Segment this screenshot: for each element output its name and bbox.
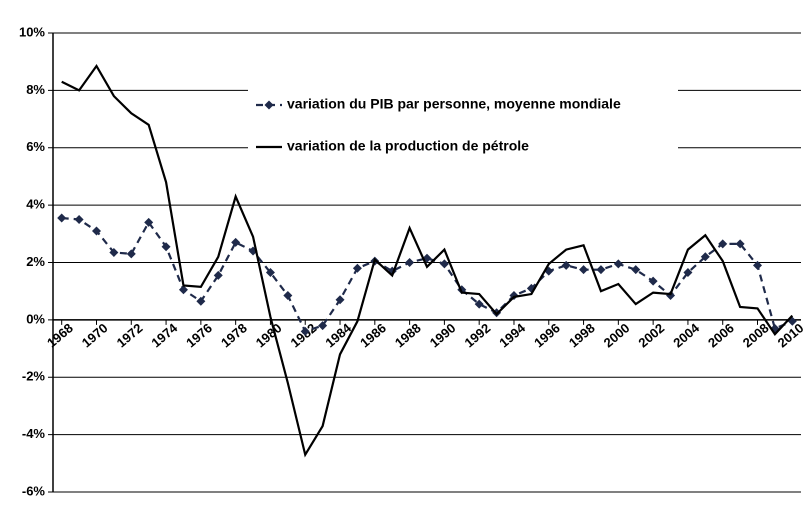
y-tick-label: 4%	[26, 197, 45, 212]
data-point	[335, 295, 345, 305]
data-point	[596, 265, 606, 275]
series-line	[61, 216, 793, 333]
y-tick-label: -4%	[22, 426, 46, 441]
x-tick-label: 1996	[531, 320, 563, 350]
y-tick-label: 0%	[26, 311, 45, 326]
x-tick-label: 1968	[44, 320, 76, 350]
x-tick-label: 1974	[148, 320, 180, 351]
x-tick-label: 1972	[114, 320, 146, 350]
data-point	[283, 290, 293, 300]
y-tick-label: 10%	[19, 24, 45, 39]
x-tick-label: 1978	[218, 320, 250, 350]
x-tick-label: 2008	[740, 320, 772, 350]
data-point	[405, 258, 415, 267]
data-point	[213, 270, 223, 280]
y-tick-label: 2%	[26, 254, 45, 269]
data-point	[735, 239, 745, 249]
data-point	[57, 213, 67, 223]
y-tick-label: -6%	[22, 483, 46, 498]
data-point	[74, 214, 84, 224]
data-point	[126, 249, 136, 259]
data-point	[561, 260, 571, 270]
data-point	[91, 226, 101, 236]
x-tick-label: 2004	[670, 320, 702, 351]
data-point	[109, 247, 119, 257]
data-point	[753, 260, 763, 270]
y-tick-label: 8%	[26, 82, 45, 97]
data-point	[700, 252, 710, 262]
data-point	[144, 217, 154, 227]
y-tick-label: -2%	[22, 369, 46, 384]
data-point	[300, 326, 310, 336]
x-tick-label: 2002	[635, 320, 667, 350]
x-tick-label: 1994	[496, 320, 528, 351]
x-tick-label: 1986	[357, 320, 389, 350]
y-tick-label: 6%	[26, 139, 45, 154]
series-line	[61, 63, 794, 458]
legend-label: variation du PIB par personne, moyenne m…	[287, 96, 621, 112]
data-point	[648, 276, 658, 286]
data-point	[683, 268, 693, 278]
x-tick-label: 2000	[601, 320, 633, 350]
x-tick-label: 1988	[392, 320, 424, 350]
legend: variation du PIB par personne, moyenne m…	[248, 88, 678, 164]
legend-marker	[264, 100, 274, 110]
data-point	[474, 299, 484, 309]
x-tick-label: 1998	[566, 320, 598, 350]
data-point	[196, 296, 206, 306]
data-point	[613, 259, 623, 269]
x-tick-label: 1982	[288, 320, 320, 350]
legend-label: variation de la production de pétrole	[287, 138, 529, 154]
x-tick-label: 1990	[427, 320, 459, 350]
data-point	[265, 268, 275, 278]
data-point	[631, 265, 641, 275]
x-tick-label: 2006	[705, 320, 737, 350]
x-tick-label: 1976	[183, 320, 215, 350]
data-point	[439, 259, 449, 269]
data-point	[579, 265, 589, 275]
data-point	[231, 237, 241, 247]
x-tick-label: 2010	[775, 320, 807, 350]
data-point	[161, 242, 171, 252]
legend-background	[248, 88, 678, 164]
data-point	[718, 239, 728, 249]
x-tick-label: 1992	[462, 320, 494, 350]
data-point	[352, 263, 362, 273]
x-tick-label: 1970	[79, 320, 111, 350]
data-point	[318, 321, 328, 331]
x-tick-label: 1980	[253, 320, 285, 350]
data-point	[178, 285, 188, 295]
